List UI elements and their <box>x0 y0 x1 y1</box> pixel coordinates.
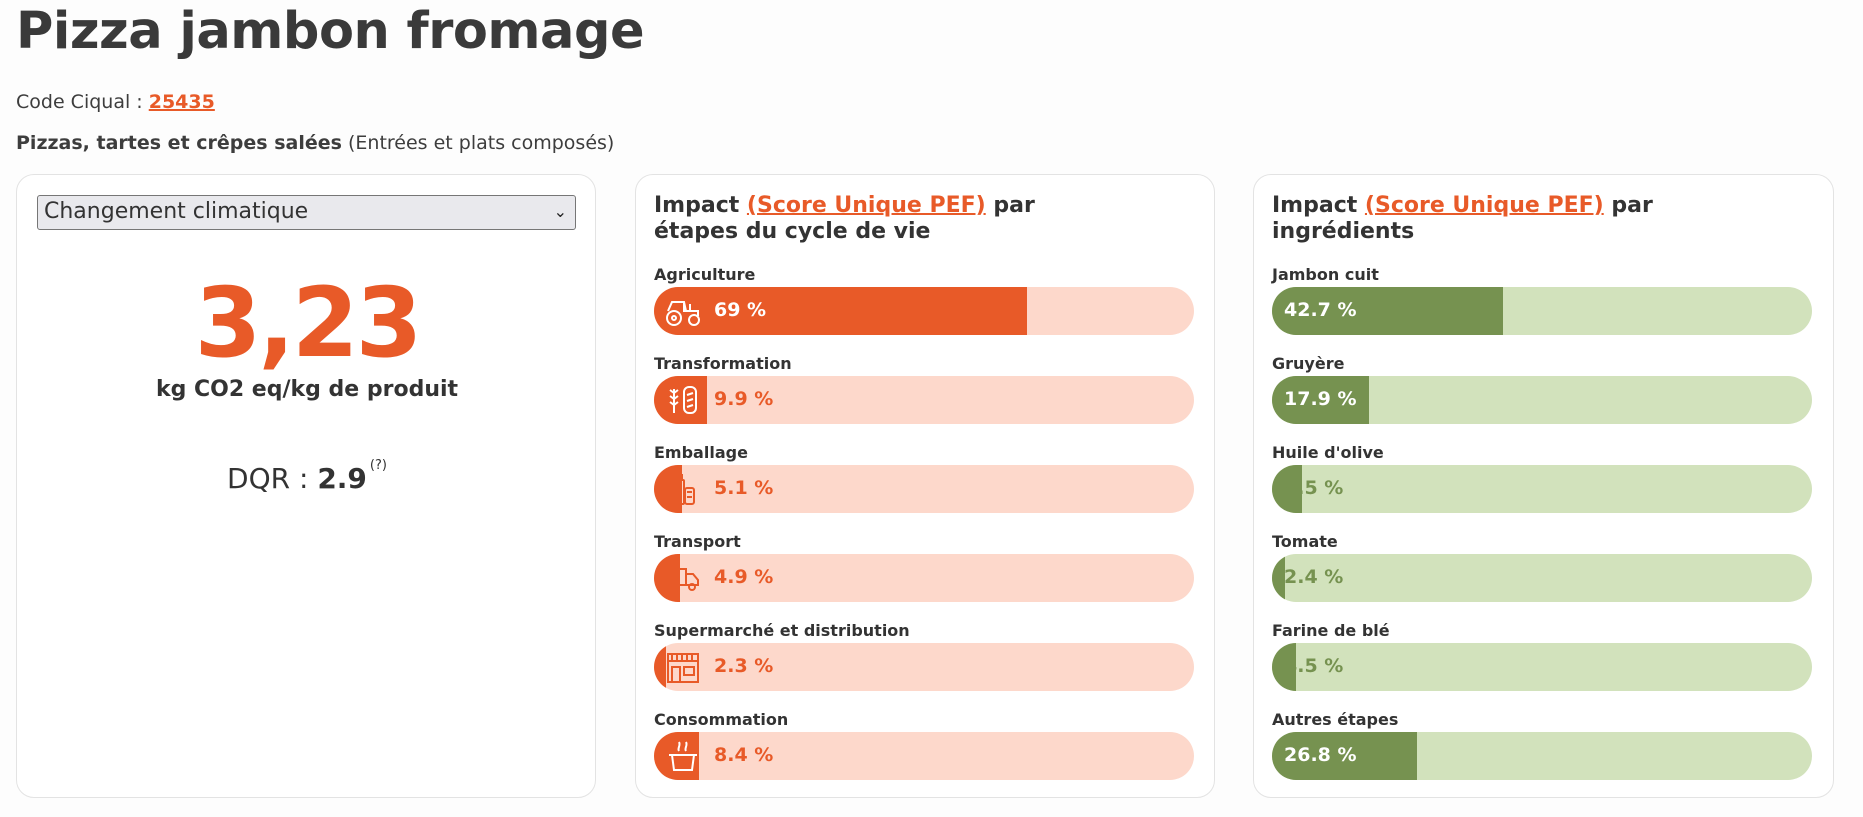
tractor-icon <box>664 294 702 328</box>
score-card: Changement climatique ⌄ 3,23 kg CO2 eq/k… <box>16 174 596 798</box>
bar-row: Farine de blé 4.5 % <box>1272 621 1812 691</box>
dqr-value: 2.9 <box>317 462 367 495</box>
bar-fill <box>654 287 1027 335</box>
subcategory-name: (Entrées et plats composés) <box>347 132 615 154</box>
ingredients-card-title: Impact (Score Unique PEF) par ingrédient… <box>1272 193 1692 245</box>
bar-percentage: 26.8 % <box>1284 744 1357 766</box>
ciqual-label: Code Ciqual : <box>16 91 149 113</box>
score-value: 3,23 <box>194 267 423 379</box>
bar-track: 5.5 % <box>1272 465 1812 513</box>
bar-label: Transformation <box>654 354 792 373</box>
bar-label: Farine de blé <box>1272 621 1390 640</box>
bar-percentage: 5.1 % <box>714 477 774 499</box>
bar-fill <box>1272 732 1417 780</box>
packaging-icon <box>664 472 702 506</box>
bar-fill <box>654 643 666 691</box>
bar-percentage: 42.7 % <box>1284 299 1357 321</box>
cooking-pot-icon <box>664 739 702 773</box>
score-unique-pef-link[interactable]: (Score Unique PEF) <box>746 193 986 218</box>
wheat-bread-icon <box>664 383 702 417</box>
bar-percentage: 2.3 % <box>714 655 774 677</box>
bar-percentage: 69 % <box>714 299 767 321</box>
steps-title-prefix: Impact <box>654 193 747 218</box>
bar-track: 17.9 % <box>1272 376 1812 424</box>
ciqual-code-line: Code Ciqual : 25435 <box>16 91 215 113</box>
bar-percentage: 4.5 % <box>1284 655 1344 677</box>
indicator-select[interactable]: Changement climatique ⌄ <box>37 195 576 230</box>
bar-track: 69 % <box>654 287 1194 335</box>
bar-track: 9.9 % <box>654 376 1194 424</box>
chevron-down-icon: ⌄ <box>553 202 567 221</box>
bar-track: 2.4 % <box>1272 554 1812 602</box>
bar-track: 2.3 % <box>654 643 1194 691</box>
bar-row: Supermarché et distribution 2.3 % <box>654 621 1194 691</box>
score-unique-pef-link[interactable]: (Score Unique PEF) <box>1364 193 1604 218</box>
steps-title-suffix: par étapes du cycle de vie <box>654 193 1035 244</box>
bar-row: Transformation 9.9 % <box>654 354 1194 424</box>
bar-label: Supermarché et distribution <box>654 621 910 640</box>
bar-percentage: 17.9 % <box>1284 388 1357 410</box>
bar-label: Emballage <box>654 443 748 462</box>
lifecycle-steps-card: Impact (Score Unique PEF) par étapes du … <box>635 174 1215 798</box>
bar-fill <box>1272 643 1296 691</box>
bar-row: Huile d'olive 5.5 % <box>1272 443 1812 513</box>
bar-fill <box>654 376 707 424</box>
bar-track: 4.9 % <box>654 554 1194 602</box>
bar-track: 26.8 % <box>1272 732 1812 780</box>
bar-track: 42.7 % <box>1272 287 1812 335</box>
bar-label: Agriculture <box>654 265 756 284</box>
ciqual-code-link[interactable]: 25435 <box>148 91 215 113</box>
bar-row: Autres étapes 26.8 % <box>1272 710 1812 780</box>
bar-track: 8.4 % <box>654 732 1194 780</box>
dqr-label: DQR : <box>227 462 318 495</box>
bar-track: 5.1 % <box>654 465 1194 513</box>
bar-percentage: 8.4 % <box>714 744 774 766</box>
bar-percentage: 5.5 % <box>1284 477 1344 499</box>
bar-row: Tomate 2.4 % <box>1272 532 1812 602</box>
steps-card-title: Impact (Score Unique PEF) par étapes du … <box>654 193 1074 245</box>
bar-track: 4.5 % <box>1272 643 1812 691</box>
bar-row: Consommation 8.4 % <box>654 710 1194 780</box>
bar-percentage: 4.9 % <box>714 566 774 588</box>
bar-label: Tomate <box>1272 532 1338 551</box>
dqr-help-link[interactable]: (?) <box>369 458 387 473</box>
bar-fill <box>1272 554 1285 602</box>
indicator-select-value: Changement climatique <box>44 199 309 224</box>
category-name: Pizzas, tartes et crêpes salées <box>16 132 342 154</box>
ingredients-title-prefix: Impact <box>1272 193 1365 218</box>
bar-label: Consommation <box>654 710 789 729</box>
category-line: Pizzas, tartes et crêpes salées (Entrées… <box>16 132 614 154</box>
bar-label: Huile d'olive <box>1272 443 1384 462</box>
ingredients-card: Impact (Score Unique PEF) par ingrédient… <box>1253 174 1834 798</box>
bar-percentage: 2.4 % <box>1284 566 1344 588</box>
bar-label: Transport <box>654 532 741 551</box>
bar-row: Gruyère 17.9 % <box>1272 354 1812 424</box>
bar-label: Gruyère <box>1272 354 1345 373</box>
bar-fill <box>1272 465 1302 513</box>
page-title: Pizza jambon fromage <box>16 2 645 61</box>
bar-row: Emballage 5.1 % <box>654 443 1194 513</box>
bar-label: Autres étapes <box>1272 710 1399 729</box>
store-icon <box>664 650 702 684</box>
bar-label: Jambon cuit <box>1272 265 1379 284</box>
truck-icon <box>664 561 702 595</box>
bar-row: Transport 4.9 % <box>654 532 1194 602</box>
dqr-line: DQR : 2.9 (?) <box>17 458 597 495</box>
bar-fill <box>1272 287 1503 335</box>
ingredients-title-suffix: par ingrédients <box>1272 193 1653 244</box>
bar-row: Agriculture 69 % <box>654 265 1194 335</box>
score-unit: kg CO2 eq/kg de produit <box>155 377 459 402</box>
bar-percentage: 9.9 % <box>714 388 774 410</box>
bar-row: Jambon cuit 42.7 % <box>1272 265 1812 335</box>
bar-fill <box>1272 376 1369 424</box>
